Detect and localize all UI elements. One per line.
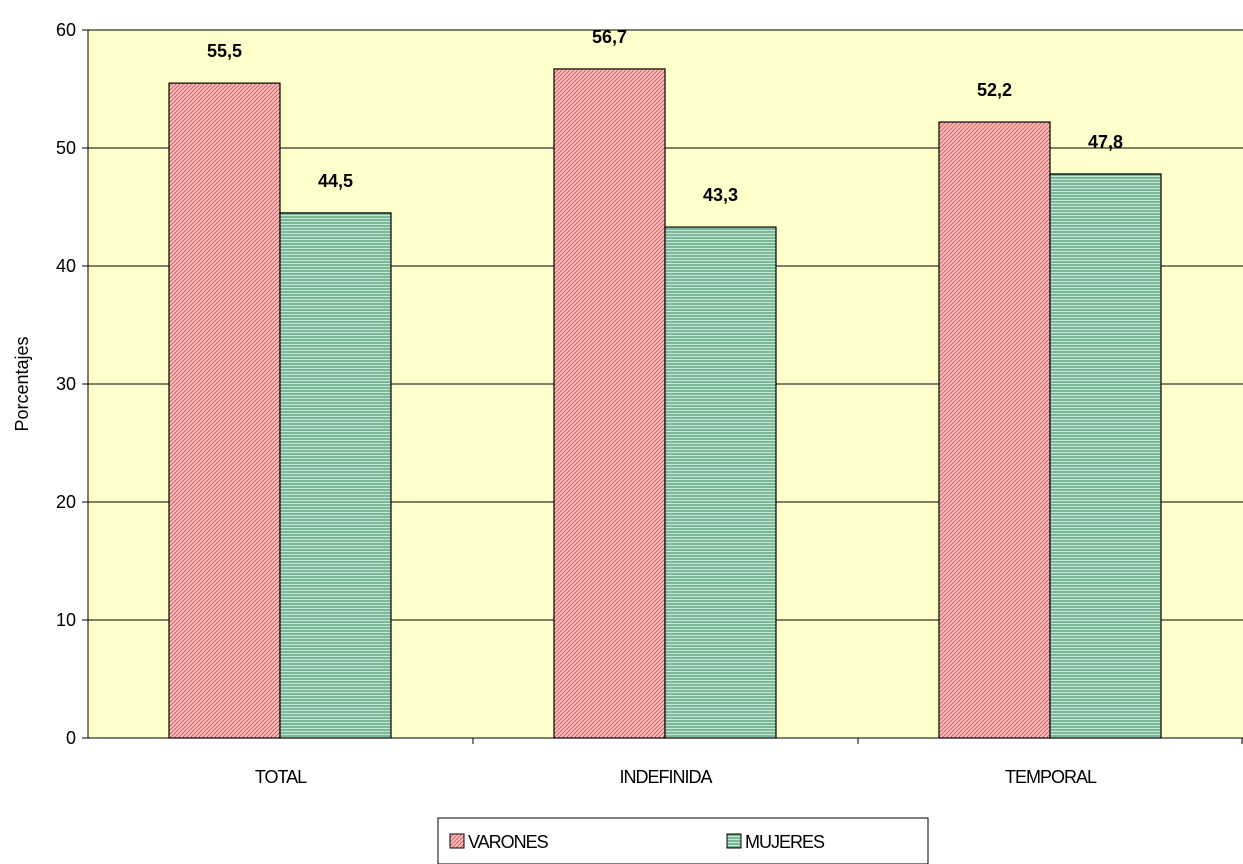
data-label: 43,3 bbox=[703, 185, 738, 205]
y-axis-title: Porcentajes bbox=[12, 336, 32, 431]
bar-varones-indefinida bbox=[553, 68, 666, 739]
data-label: 52,2 bbox=[977, 80, 1012, 100]
bar-varones-temporal bbox=[938, 121, 1051, 739]
legend-swatch-mujeres bbox=[726, 833, 742, 849]
legend-swatch-varones bbox=[449, 833, 465, 849]
x-category-label: TOTAL bbox=[255, 767, 307, 787]
y-tick-label: 50 bbox=[56, 138, 76, 158]
bars: 55,5 44,5 56,7 43,3 52,2 47,8 bbox=[168, 27, 1162, 739]
bar-mujeres-indefinida bbox=[664, 226, 777, 739]
legend: VARONES MUJERES bbox=[437, 817, 929, 864]
data-label: 44,5 bbox=[318, 171, 353, 191]
bar-mujeres-total bbox=[279, 212, 392, 739]
y-tick-label: 40 bbox=[56, 256, 76, 276]
legend-label-mujeres: MUJERES bbox=[745, 832, 825, 852]
data-label: 55,5 bbox=[207, 41, 242, 61]
x-category-label: TEMPORAL bbox=[1005, 767, 1097, 787]
x-category-label: INDEFINIDA bbox=[619, 767, 712, 787]
bar-varones-total bbox=[168, 82, 281, 739]
axes: 0 10 20 30 40 50 60 TOTAL INDEFINIDA TEMPORAL bbox=[56, 20, 1243, 787]
legend-box bbox=[437, 817, 929, 864]
y-tick-label: 0 bbox=[66, 728, 76, 748]
legend-label-varones: VARONES bbox=[468, 832, 549, 852]
y-tick-label: 10 bbox=[56, 610, 76, 630]
data-label: 56,7 bbox=[592, 27, 627, 47]
y-tick-label: 60 bbox=[56, 20, 76, 40]
y-tick-label: 20 bbox=[56, 492, 76, 512]
y-tick-label: 30 bbox=[56, 374, 76, 394]
data-label: 47,8 bbox=[1088, 132, 1123, 152]
bar-mujeres-temporal bbox=[1049, 173, 1162, 739]
